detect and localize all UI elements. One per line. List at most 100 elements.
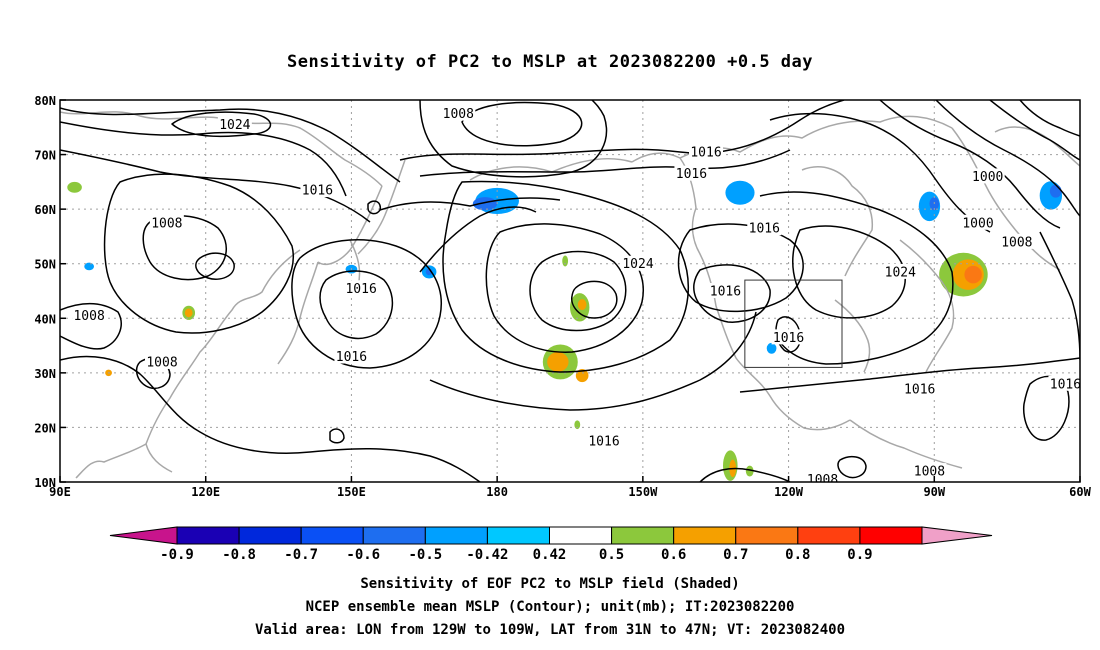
contour-label: 1008 [149, 214, 184, 231]
contour-label-halo [674, 165, 709, 181]
colorbar-tick-label: -0.9 [160, 547, 194, 563]
contour-label-text: 1016 [749, 222, 780, 237]
contour-label-text: 1016 [710, 285, 741, 300]
contour-label-text: 1016 [676, 167, 707, 182]
contour-label: 1008 [72, 307, 107, 324]
contour-labels: 1024 1008 1016 1016 1016 1008 1000 1000 1016 1008… [72, 105, 1081, 482]
lat-lon-grid [60, 100, 1080, 482]
contour-label: 1016 [344, 280, 379, 297]
contour-label-text: 1016 [336, 350, 367, 365]
contour-label-halo [961, 214, 995, 230]
colorbar-segment [300, 526, 364, 545]
colorbar-tick-label: 0.5 [599, 547, 624, 563]
contour-line [419, 100, 608, 178]
contour-label: 1016 [771, 329, 806, 346]
contour-line [1019, 100, 1080, 137]
colorbar-tick-label: -0.42 [466, 547, 508, 563]
lat-tick-label: 70N [34, 149, 56, 163]
colorbar-segment [859, 526, 923, 545]
sensitivity-patch [472, 197, 498, 211]
sensitivity-patch [574, 420, 581, 430]
contour-label-halo [441, 105, 476, 121]
sensitivity-patch [575, 369, 589, 383]
sensitivity-patch [67, 181, 82, 193]
contour-label-text: 1016 [1050, 377, 1081, 392]
contour-label-halo [145, 353, 179, 369]
colorbar-tick-label: 0.8 [785, 547, 810, 563]
contour-label-text: 1024 [219, 118, 250, 133]
contour-line [693, 264, 771, 323]
colorbar-tick-label: 0.42 [533, 547, 567, 563]
contour-line [103, 173, 294, 334]
colorbar-segment [176, 526, 240, 545]
map-title: Sensitivity of PC2 to MSLP at 2023082200… [287, 52, 813, 72]
contour-line [759, 191, 954, 365]
contour-line [379, 197, 561, 211]
contour-label-halo [902, 381, 937, 397]
colorbar-tick-label: 0.7 [723, 547, 748, 563]
contour-label-halo [883, 263, 918, 279]
caption-line-3: Valid area: LON from 129W to 109W, LAT f… [255, 622, 845, 638]
contour-label: 1016 [689, 143, 723, 160]
contour-line [319, 270, 394, 340]
lon-tick-label: 150W [628, 485, 658, 499]
lon-tick-label: 150E [337, 485, 366, 499]
contour-label-text: 1024 [885, 265, 916, 280]
contour-label-halo [999, 233, 1034, 249]
contour-line [195, 252, 235, 280]
contour-label: 1016 [587, 433, 621, 450]
sensitivity-patch [84, 262, 95, 271]
contour-label: 1016 [334, 348, 369, 365]
contour-label-text: 1008 [151, 216, 182, 231]
contour-line [792, 225, 906, 319]
contour-label-text: 1008 [1001, 235, 1032, 250]
contour-line [739, 357, 1080, 393]
lon-tick-label: 120W [774, 485, 804, 499]
sensitivity-patch [745, 465, 754, 477]
contour-label-halo [587, 433, 621, 449]
colorbar-segment [238, 526, 302, 545]
contour-label: 1008 [441, 105, 476, 122]
contour-label-halo [217, 116, 252, 132]
caption-line-1: Sensitivity of EOF PC2 to MSLP field (Sh… [360, 576, 739, 592]
contour-line [60, 302, 122, 350]
contour-label-halo [72, 307, 107, 323]
contour-label: 1008 [999, 233, 1034, 250]
sensitivity-patch [964, 265, 982, 284]
contour-line [60, 107, 401, 183]
colorbar-tick-label: -0.7 [284, 547, 318, 563]
contour-line [699, 467, 791, 482]
contour-label: 1008 [805, 471, 840, 482]
contour-line [529, 250, 627, 332]
colorbar-under-triangle [109, 526, 178, 545]
contour-line [442, 180, 689, 373]
contour-line [329, 428, 345, 444]
sensitivity-patch [766, 342, 777, 354]
contour-line [60, 121, 347, 197]
contour-label: 1016 [674, 165, 709, 182]
contour-label: 1024 [621, 255, 655, 272]
contour-label-text: 1016 [302, 184, 333, 199]
contour-line [291, 239, 442, 369]
colorbar-segment [362, 526, 426, 545]
contour-label-text: 1008 [443, 107, 474, 122]
valid-area-box [744, 279, 843, 368]
contour-label-halo [771, 329, 806, 345]
contour-line [171, 111, 272, 137]
contour-label: 1008 [145, 353, 179, 370]
contour-label-text: 1008 [146, 355, 177, 370]
contour-label-halo [689, 143, 723, 159]
colorbar-segment [735, 526, 799, 545]
lat-tick-label: 10N [34, 476, 56, 490]
contour-label-halo [300, 182, 335, 198]
colorbar-tick-label: -0.6 [346, 547, 380, 563]
contour-line [142, 215, 227, 281]
contour-line [879, 100, 1061, 229]
contour-line [399, 100, 845, 161]
lat-tick-label: 50N [34, 258, 56, 272]
contour-label: 1000 [961, 214, 995, 231]
contour-line [367, 200, 382, 215]
contour-label: 1024 [217, 116, 252, 133]
contour-label: 1016 [300, 182, 335, 199]
caption-line-2: NCEP ensemble mean MSLP (Contour); unit(… [306, 599, 795, 615]
